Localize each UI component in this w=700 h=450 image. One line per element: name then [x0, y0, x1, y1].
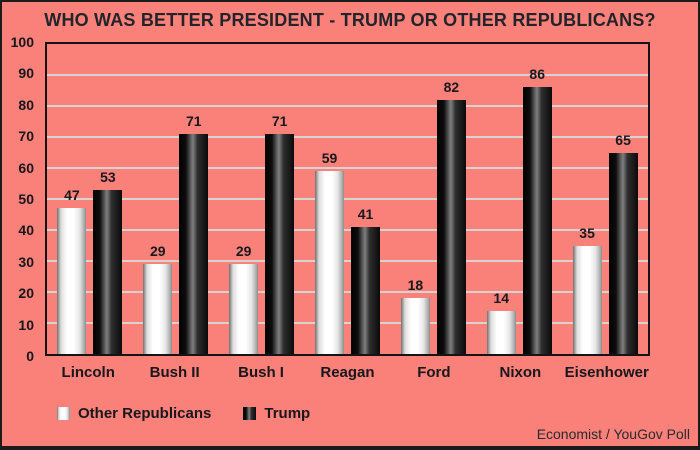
- bar-value-label: 47: [64, 187, 80, 204]
- bar-value-label: 18: [407, 277, 424, 294]
- bar-trump-nixon: 86: [522, 67, 552, 354]
- x-category-label-bush-i: Bush I: [238, 364, 284, 381]
- gridline: [47, 229, 648, 231]
- bar-group-lincoln: 47 53: [47, 44, 133, 354]
- bars: 47 53 29 71 29 71 59 41 18 82 14 86 35 65: [47, 44, 648, 354]
- bar-trump-bush-ii: 71: [179, 113, 209, 354]
- bar-group-ford: 18 82: [390, 44, 476, 354]
- bar-other-republicans-nixon: 14: [486, 290, 516, 354]
- gridline: [47, 291, 648, 293]
- gridlines: [47, 44, 648, 354]
- gridline: [47, 136, 648, 138]
- bar-group-bush-ii: 29 71: [133, 44, 219, 354]
- legend: Other Republicans Trump: [57, 405, 310, 422]
- y-tick-label: 20: [18, 285, 34, 302]
- bar-other-republicans-eisenhower: 35: [572, 225, 602, 354]
- bar-value-label: 59: [321, 150, 338, 167]
- y-tick-label: 30: [18, 253, 34, 270]
- plot-area: 47 53 29 71 29 71 59 41 18 82 14 86 35 65: [45, 42, 650, 356]
- y-tick-label: 10: [18, 316, 34, 333]
- bar-group-reagan: 59 41: [305, 44, 391, 354]
- bar-trump-eisenhower: 65: [608, 132, 638, 354]
- legend-swatch-icon: [57, 407, 70, 420]
- legend-swatch-icon: [243, 407, 257, 420]
- bar-group-nixon: 14 86: [476, 44, 562, 354]
- chart-title: WHO WAS BETTER PRESIDENT - TRUMP OR OTHE…: [44, 10, 656, 30]
- legend-item-other-republicans: Other Republicans: [57, 405, 211, 422]
- x-category-label-bush-ii: Bush II: [149, 364, 200, 381]
- bar-value-label: 71: [185, 112, 202, 129]
- bar-trump-reagan: 41: [351, 206, 380, 354]
- y-tick-label: 50: [18, 191, 34, 207]
- gridline: [47, 260, 648, 262]
- bar-value-label: 29: [149, 243, 166, 260]
- bar-other-republicans-reagan: 59: [315, 150, 344, 354]
- bar-value-label: 14: [493, 289, 509, 306]
- x-category-label-reagan: Reagan: [320, 364, 375, 381]
- y-tick-label: 100: [10, 34, 34, 50]
- y-tick-label: 70: [18, 128, 34, 145]
- bar-value-label: 86: [529, 66, 545, 83]
- bar-value-label: 35: [579, 224, 595, 241]
- bar-value-label: 29: [235, 243, 252, 260]
- bar-value-label: 71: [271, 112, 288, 129]
- x-category-label-eisenhower: Eisenhower: [564, 364, 649, 381]
- x-category-label-ford: Ford: [417, 364, 451, 381]
- bar-value-label: 41: [357, 205, 374, 222]
- bar-value-label: 53: [100, 168, 116, 185]
- bar-group-eisenhower: 35 65: [562, 44, 648, 354]
- y-tick-label: 40: [18, 222, 34, 239]
- y-tick-label: 80: [18, 96, 34, 113]
- gridline: [47, 198, 648, 200]
- gridline: [47, 322, 648, 324]
- source-attribution: Economist / YouGov Poll: [536, 426, 690, 442]
- y-tick-label: 60: [18, 159, 34, 176]
- gridline: [47, 74, 648, 76]
- bar-trump-ford: 82: [436, 79, 466, 354]
- y-tick-label: 90: [18, 65, 34, 82]
- y-axis-labels: 0 10 20 30 40 50 60 70 80 90 100: [2, 35, 39, 363]
- bar-other-republicans-ford: 18: [400, 277, 430, 354]
- bar-value-label: 82: [443, 78, 460, 95]
- legend-label: Trump: [264, 405, 311, 422]
- bar-trump-lincoln: 53: [93, 169, 123, 354]
- bar-other-republicans-bush-ii: 29: [143, 243, 173, 354]
- bar-group-bush-i: 29 71: [219, 44, 305, 354]
- gridline: [47, 167, 648, 169]
- bar-other-republicans-lincoln: 47: [57, 187, 87, 354]
- bar-trump-bush-i: 71: [265, 113, 295, 354]
- y-tick-label: 0: [26, 348, 34, 364]
- legend-item-trump: Trump: [243, 405, 310, 422]
- x-category-label-nixon: Nixon: [499, 364, 542, 381]
- x-category-label-lincoln: Lincoln: [61, 364, 115, 381]
- legend-label: Other Republicans: [78, 405, 212, 422]
- gridline: [47, 105, 648, 107]
- bar-other-republicans-bush-i: 29: [229, 243, 259, 354]
- x-axis-labels: Lincoln Bush II Bush I Reagan Ford Nixon Eisen…: [45, 364, 650, 381]
- bar-value-label: 65: [615, 131, 631, 148]
